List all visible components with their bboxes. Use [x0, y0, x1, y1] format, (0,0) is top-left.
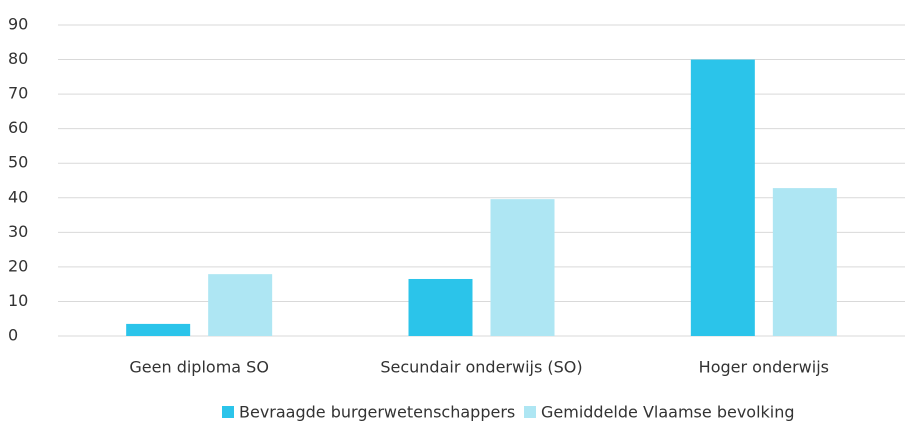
legend-swatch — [222, 406, 234, 418]
bar — [690, 59, 755, 337]
bar — [408, 278, 473, 336]
y-tick-label: 50 — [8, 153, 28, 172]
bar — [208, 274, 273, 336]
legend-label: Gemiddelde Vlaamse bevolking — [541, 403, 795, 422]
y-tick-label: 60 — [8, 118, 28, 137]
legend-label: Bevraagde burgerwetenschappers — [239, 403, 515, 422]
y-tick-label: 0 — [8, 326, 18, 345]
y-tick-label: 30 — [8, 222, 28, 241]
y-tick-label: 70 — [8, 84, 28, 103]
y-tick-label: 90 — [8, 15, 28, 34]
bar — [490, 199, 555, 336]
x-tick-label: Secundair onderwijs (SO) — [380, 358, 582, 377]
x-tick-label: Hoger onderwijs — [699, 358, 829, 377]
legend-swatch — [524, 406, 536, 418]
y-tick-label: 80 — [8, 49, 28, 68]
bar — [126, 323, 191, 336]
bar — [772, 188, 837, 336]
y-tick-label: 40 — [8, 187, 28, 206]
y-tick-label: 10 — [8, 291, 28, 310]
x-tick-label: Geen diploma SO — [129, 358, 269, 377]
y-tick-label: 20 — [8, 256, 28, 275]
